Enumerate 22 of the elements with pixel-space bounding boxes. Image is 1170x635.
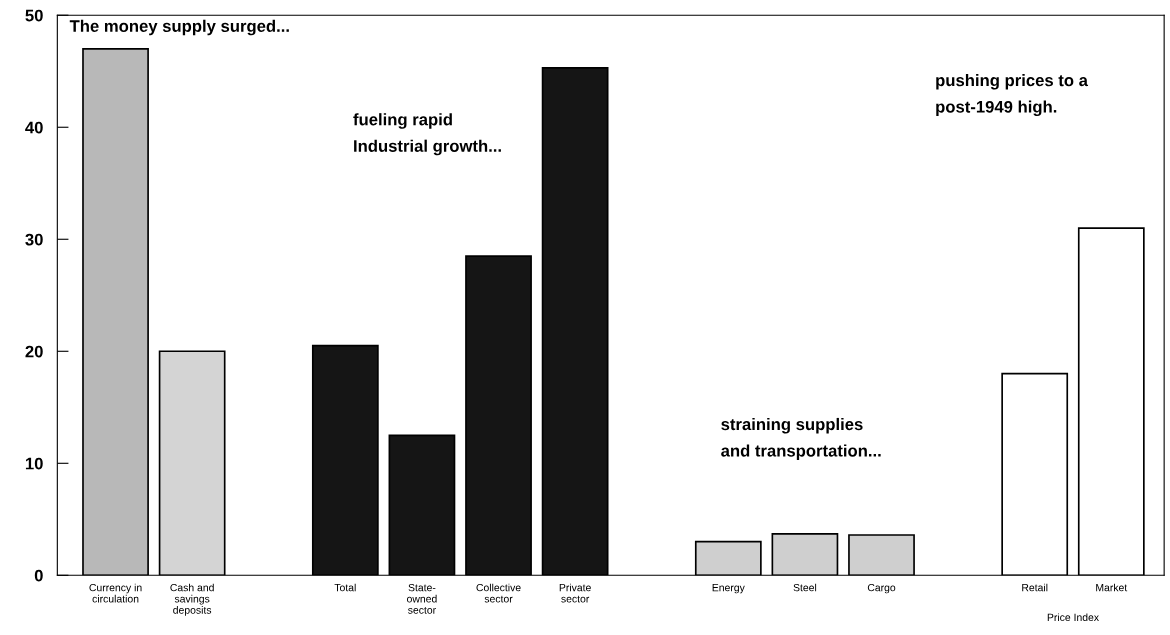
annotation: pushing prices to a post-1949 high. xyxy=(936,73,1089,117)
x-tick-label: Collective sector xyxy=(476,583,521,603)
annotation: straining supplies and transportation... xyxy=(721,417,881,460)
x-tick-label: Steel xyxy=(793,583,817,592)
x-tick-label: Cash and savings deposits xyxy=(170,583,214,616)
x-tick-label: Cargo xyxy=(867,583,896,594)
x-tick-label: State- owned sector xyxy=(407,583,437,614)
x-tick-label: Currency in circulation xyxy=(89,583,142,603)
y-tick-label: 20 xyxy=(25,345,43,358)
annotation: fueling rapid Industrial growth... xyxy=(353,113,501,156)
annotation: The money supply surged... xyxy=(69,19,289,36)
y-tick-label: 10 xyxy=(25,457,43,470)
x-tick-label: Retail xyxy=(1022,583,1048,592)
y-tick-label: 30 xyxy=(25,233,43,246)
y-tick-label: 40 xyxy=(25,121,43,134)
x-tick-label: Total xyxy=(334,583,356,592)
x-tick-label: Private sector xyxy=(559,583,591,603)
text: Price Index xyxy=(1047,613,1099,622)
x-tick-label: Energy xyxy=(712,584,745,594)
y-tick-label: 50 xyxy=(25,9,43,22)
y-tick-label: 0 xyxy=(34,569,43,582)
x-tick-label: Market xyxy=(1096,583,1128,592)
